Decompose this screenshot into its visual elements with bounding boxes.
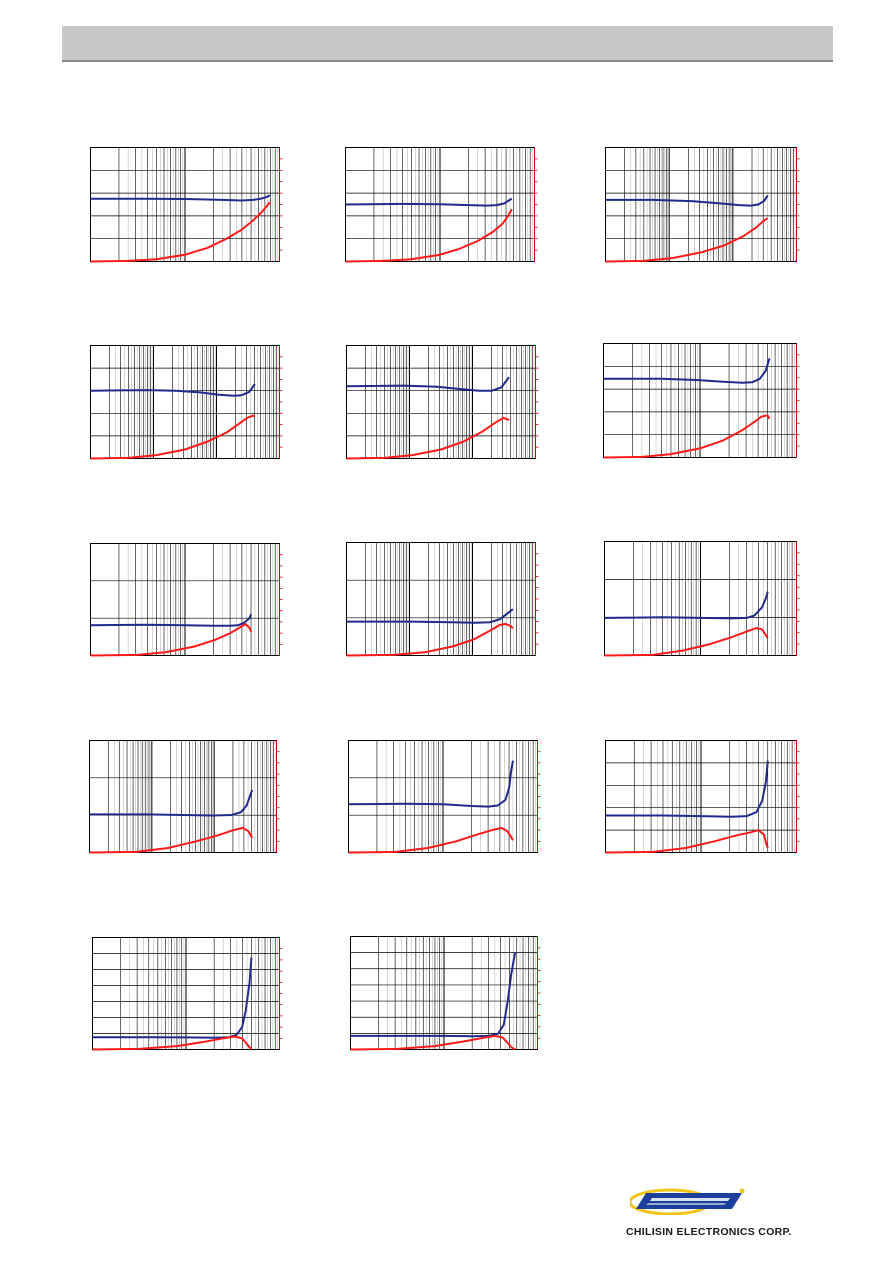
q-factor-curve [92, 1035, 253, 1051]
q-factor-curve [346, 622, 514, 657]
inductance-curve [89, 789, 254, 817]
impedance-chart-7 [90, 543, 283, 657]
impedance-chart-9 [604, 541, 800, 657]
impedance-chart-3 [605, 147, 800, 263]
q-factor-curve [89, 826, 254, 854]
impedance-chart-11 [348, 740, 541, 854]
q-factor-curve [604, 627, 769, 657]
q-factor-curve [90, 623, 253, 657]
inductance-curve [605, 760, 769, 818]
q-factor-curve [90, 414, 256, 460]
inductance-curve [605, 194, 769, 207]
company-logo: CHILISIN ELECTRONICS CORP. [622, 1185, 832, 1240]
logo-wordmark-highlight [650, 1198, 730, 1201]
q-factor-curve [605, 829, 769, 854]
impedance-chart-4 [90, 345, 283, 460]
chilisin-logo-mark [630, 1188, 745, 1215]
inductance-curve [90, 613, 253, 627]
q-factor-curve [346, 416, 510, 460]
q-factor-curve [90, 201, 271, 263]
plot-frame [346, 542, 536, 656]
inductance-curve [346, 376, 510, 392]
impedance-chart-5 [346, 345, 539, 460]
inductance-curve [350, 952, 517, 1038]
impedance-chart-13 [92, 937, 283, 1051]
plot-frame [605, 147, 797, 262]
inductance-curve [348, 760, 514, 808]
inductance-curve [90, 383, 256, 397]
q-factor-curve [345, 208, 513, 263]
q-factor-curve [350, 1034, 516, 1051]
inductance-curve [345, 197, 513, 207]
inductance-curve [603, 358, 771, 384]
inductance-curve [346, 608, 514, 624]
company-name: CHILISIN ELECTRONICS CORP. [626, 1226, 792, 1238]
impedance-chart-1 [90, 147, 283, 263]
plot-frame [90, 345, 280, 459]
plot-frame [89, 740, 277, 853]
impedance-chart-12 [605, 740, 800, 854]
page-header-bar [62, 26, 833, 62]
impedance-chart-14 [350, 936, 541, 1051]
logo-dot [739, 1188, 745, 1194]
impedance-chart-2 [345, 147, 538, 263]
q-factor-curve [348, 826, 514, 854]
plot-frame [346, 345, 536, 459]
q-factor-curve [603, 414, 771, 459]
inductance-curve [90, 194, 271, 202]
impedance-chart-8 [346, 542, 539, 657]
impedance-chart-6 [603, 343, 800, 459]
logo-wordmark-highlight [646, 1203, 726, 1205]
q-factor-curve [605, 217, 769, 263]
impedance-chart-10 [89, 740, 280, 854]
inductance-curve [604, 591, 769, 620]
